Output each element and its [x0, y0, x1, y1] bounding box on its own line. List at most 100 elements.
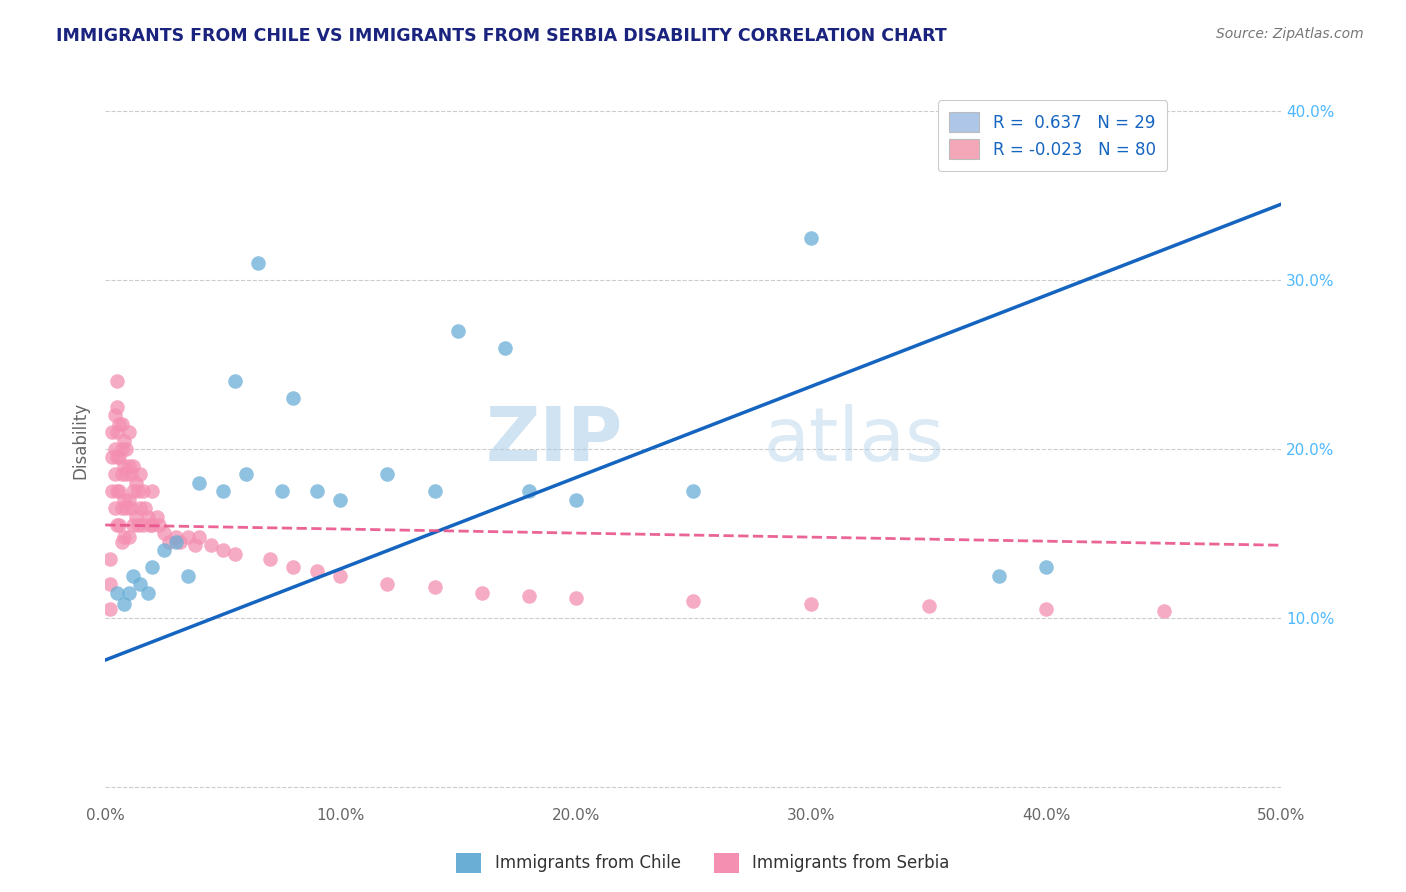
Point — [101, 425, 124, 439]
Point — [136, 585, 159, 599]
Point — [132, 518, 155, 533]
Point — [447, 324, 470, 338]
Point — [259, 551, 281, 566]
Point — [105, 375, 128, 389]
Point — [129, 577, 152, 591]
Point — [283, 560, 305, 574]
Point — [118, 585, 141, 599]
Point — [122, 484, 145, 499]
Point — [136, 509, 159, 524]
Point — [224, 375, 246, 389]
Point — [800, 598, 823, 612]
Point — [517, 589, 540, 603]
Point — [141, 484, 163, 499]
Point — [101, 450, 124, 465]
Point — [146, 509, 169, 524]
Legend: R =  0.637   N = 29, R = -0.023   N = 80: R = 0.637 N = 29, R = -0.023 N = 80 — [938, 100, 1167, 171]
Point — [270, 484, 292, 499]
Point — [118, 492, 141, 507]
Point — [176, 568, 198, 582]
Point — [104, 442, 127, 456]
Point — [1153, 604, 1175, 618]
Point — [148, 518, 170, 533]
Point — [105, 484, 128, 499]
Point — [118, 530, 141, 544]
Point — [104, 467, 127, 482]
Point — [305, 484, 328, 499]
Point — [104, 501, 127, 516]
Point — [105, 585, 128, 599]
Point — [224, 547, 246, 561]
Point — [141, 560, 163, 574]
Point — [517, 484, 540, 499]
Point — [188, 475, 211, 490]
Point — [564, 492, 586, 507]
Point — [105, 518, 128, 533]
Point — [112, 492, 135, 507]
Point — [101, 484, 124, 499]
Point — [423, 484, 446, 499]
Point — [104, 408, 127, 422]
Point — [98, 577, 121, 591]
Point — [139, 518, 162, 533]
Point — [247, 256, 270, 270]
Point — [183, 538, 205, 552]
Point — [118, 425, 141, 439]
Point — [235, 467, 257, 482]
Text: atlas: atlas — [763, 404, 945, 477]
Point — [169, 534, 191, 549]
Point — [105, 450, 128, 465]
Point — [115, 501, 138, 516]
Point — [118, 458, 141, 473]
Point — [105, 400, 128, 414]
Point — [127, 518, 149, 533]
Point — [329, 492, 352, 507]
Point — [112, 434, 135, 448]
Point — [305, 564, 328, 578]
Point — [125, 475, 148, 490]
Point — [112, 598, 135, 612]
Point — [1035, 602, 1057, 616]
Point — [165, 534, 187, 549]
Text: ZIP: ZIP — [485, 404, 623, 477]
Point — [111, 467, 134, 482]
Point — [329, 568, 352, 582]
Point — [125, 509, 148, 524]
Point — [682, 594, 704, 608]
Point — [211, 484, 233, 499]
Point — [120, 467, 142, 482]
Point — [471, 585, 494, 599]
Legend: Immigrants from Chile, Immigrants from Serbia: Immigrants from Chile, Immigrants from S… — [450, 847, 956, 880]
Point — [494, 341, 516, 355]
Point — [165, 530, 187, 544]
Point — [176, 530, 198, 544]
Point — [120, 501, 142, 516]
Point — [122, 518, 145, 533]
Point — [132, 484, 155, 499]
Point — [129, 467, 152, 482]
Point — [188, 530, 211, 544]
Point — [988, 568, 1011, 582]
Point — [1035, 560, 1057, 574]
Point — [111, 442, 134, 456]
Point — [917, 599, 939, 613]
Point — [423, 581, 446, 595]
Point — [377, 577, 399, 591]
Point — [108, 417, 131, 431]
Point — [122, 568, 145, 582]
Point — [127, 484, 149, 499]
Point — [283, 392, 305, 406]
Point — [564, 591, 586, 605]
Point — [134, 501, 156, 516]
Point — [115, 467, 138, 482]
Point — [129, 501, 152, 516]
Y-axis label: Disability: Disability — [72, 402, 89, 479]
Point — [98, 551, 121, 566]
Point — [211, 543, 233, 558]
Point — [111, 417, 134, 431]
Point — [115, 442, 138, 456]
Point — [111, 501, 134, 516]
Point — [108, 518, 131, 533]
Point — [800, 231, 823, 245]
Point — [157, 534, 180, 549]
